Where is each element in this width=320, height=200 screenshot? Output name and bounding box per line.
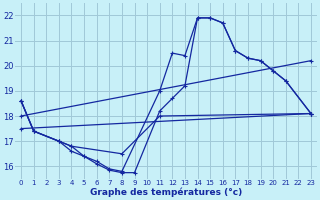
X-axis label: Graphe des températures (°c): Graphe des températures (°c)	[90, 188, 242, 197]
